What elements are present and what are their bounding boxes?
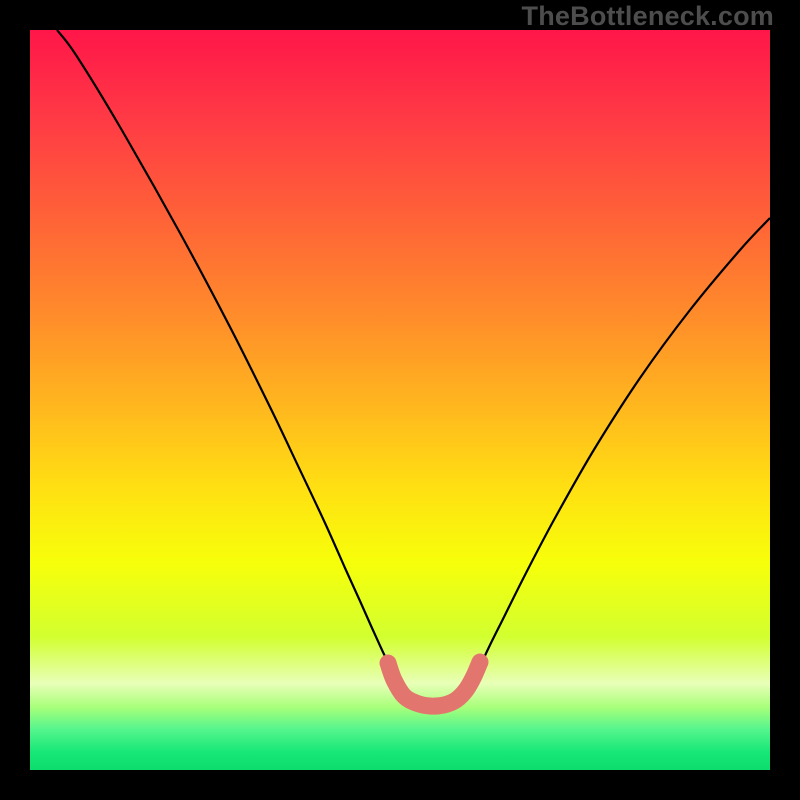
gradient-background bbox=[30, 30, 770, 770]
watermark-text: TheBottleneck.com bbox=[522, 1, 774, 32]
plot-svg bbox=[0, 0, 800, 800]
